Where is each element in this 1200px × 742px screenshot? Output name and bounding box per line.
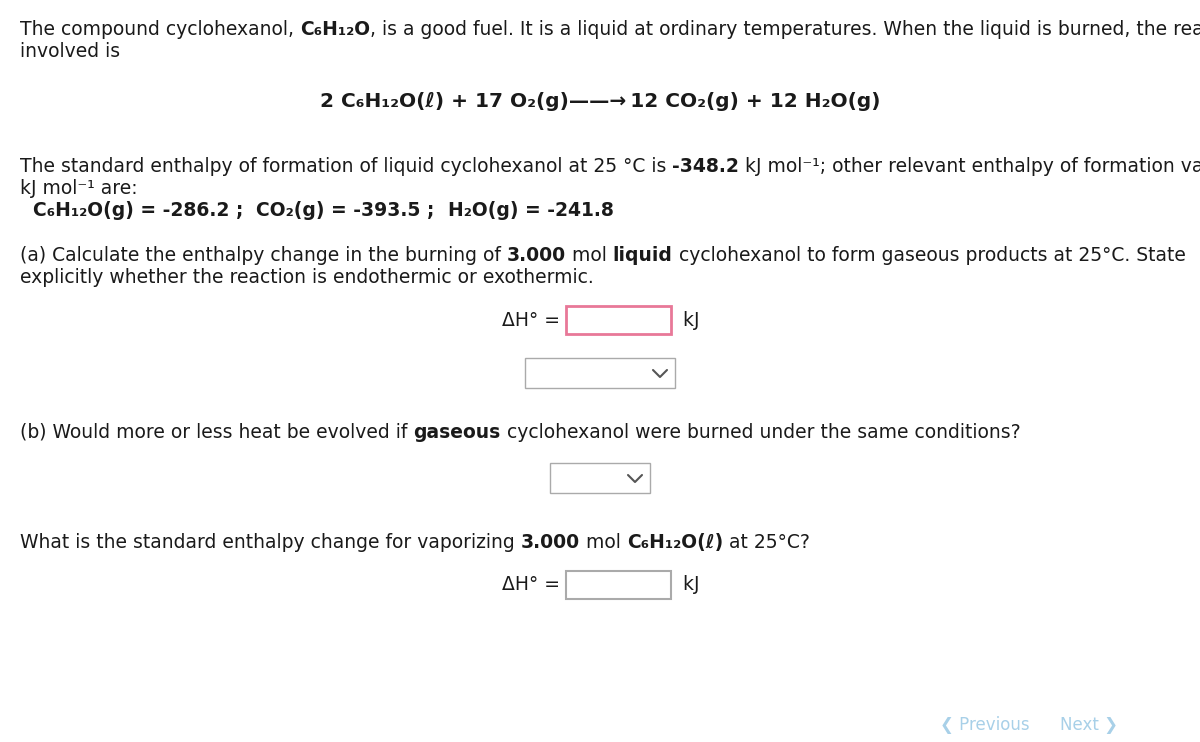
FancyBboxPatch shape <box>566 306 671 334</box>
Text: kJ mol⁻¹ are:: kJ mol⁻¹ are: <box>20 179 138 198</box>
Text: ΔH° =: ΔH° = <box>502 310 560 329</box>
Text: at 25°C?: at 25°C? <box>722 533 810 552</box>
Text: C₆H₁₂O: C₆H₁₂O <box>300 20 370 39</box>
FancyBboxPatch shape <box>566 571 671 599</box>
Text: 3.000: 3.000 <box>521 533 580 552</box>
Text: (a) Calculate the enthalpy change in the burning of: (a) Calculate the enthalpy change in the… <box>20 246 506 265</box>
Text: (b) Would more or less heat be evolved if: (b) Would more or less heat be evolved i… <box>20 423 413 442</box>
Text: 3.000: 3.000 <box>506 246 566 265</box>
FancyBboxPatch shape <box>550 463 650 493</box>
Text: ΔH° =: ΔH° = <box>502 576 560 594</box>
Text: involved is: involved is <box>20 42 120 61</box>
Text: liquid: liquid <box>613 246 673 265</box>
Text: gaseous: gaseous <box>413 423 500 442</box>
Text: mol: mol <box>580 533 626 552</box>
Text: -348.2: -348.2 <box>672 157 739 176</box>
Text: The compound cyclohexanol,: The compound cyclohexanol, <box>20 20 300 39</box>
Text: The standard enthalpy of formation of liquid cyclohexanol at 25 °C is: The standard enthalpy of formation of li… <box>20 157 672 176</box>
Text: kJ: kJ <box>677 576 700 594</box>
Text: , is a good fuel. It is a liquid at ordinary temperatures. When the liquid is bu: , is a good fuel. It is a liquid at ordi… <box>370 20 1200 39</box>
Text: kJ mol⁻¹; other relevant enthalpy of formation values in: kJ mol⁻¹; other relevant enthalpy of for… <box>739 157 1200 176</box>
Text: C₆H₁₂O(g) = -286.2 ;: C₆H₁₂O(g) = -286.2 ; <box>20 201 244 220</box>
Text: 2 C₆H₁₂O(ℓ) + 17 O₂(g)——→ 12 CO₂(g) + 12 H₂O(g): 2 C₆H₁₂O(ℓ) + 17 O₂(g)——→ 12 CO₂(g) + 12… <box>319 92 881 111</box>
Text: mol: mol <box>566 246 613 265</box>
Text: cyclohexanol to form gaseous products at 25°C. State: cyclohexanol to form gaseous products at… <box>673 246 1186 265</box>
Text: kJ: kJ <box>677 310 700 329</box>
Text: ❮ Previous: ❮ Previous <box>940 716 1030 734</box>
Text: cyclohexanol were burned under the same conditions?: cyclohexanol were burned under the same … <box>500 423 1020 442</box>
Text: What is the standard enthalpy change for vaporizing: What is the standard enthalpy change for… <box>20 533 521 552</box>
Text: C₆H₁₂O(ℓ): C₆H₁₂O(ℓ) <box>626 533 722 552</box>
Text: Next ❯: Next ❯ <box>1060 716 1118 734</box>
FancyBboxPatch shape <box>526 358 674 388</box>
Text: explicitly whether the reaction is endothermic or exothermic.: explicitly whether the reaction is endot… <box>20 268 594 287</box>
Text: H₂O(g) = -241.8: H₂O(g) = -241.8 <box>434 201 613 220</box>
Text: CO₂(g) = -393.5 ;: CO₂(g) = -393.5 ; <box>244 201 434 220</box>
